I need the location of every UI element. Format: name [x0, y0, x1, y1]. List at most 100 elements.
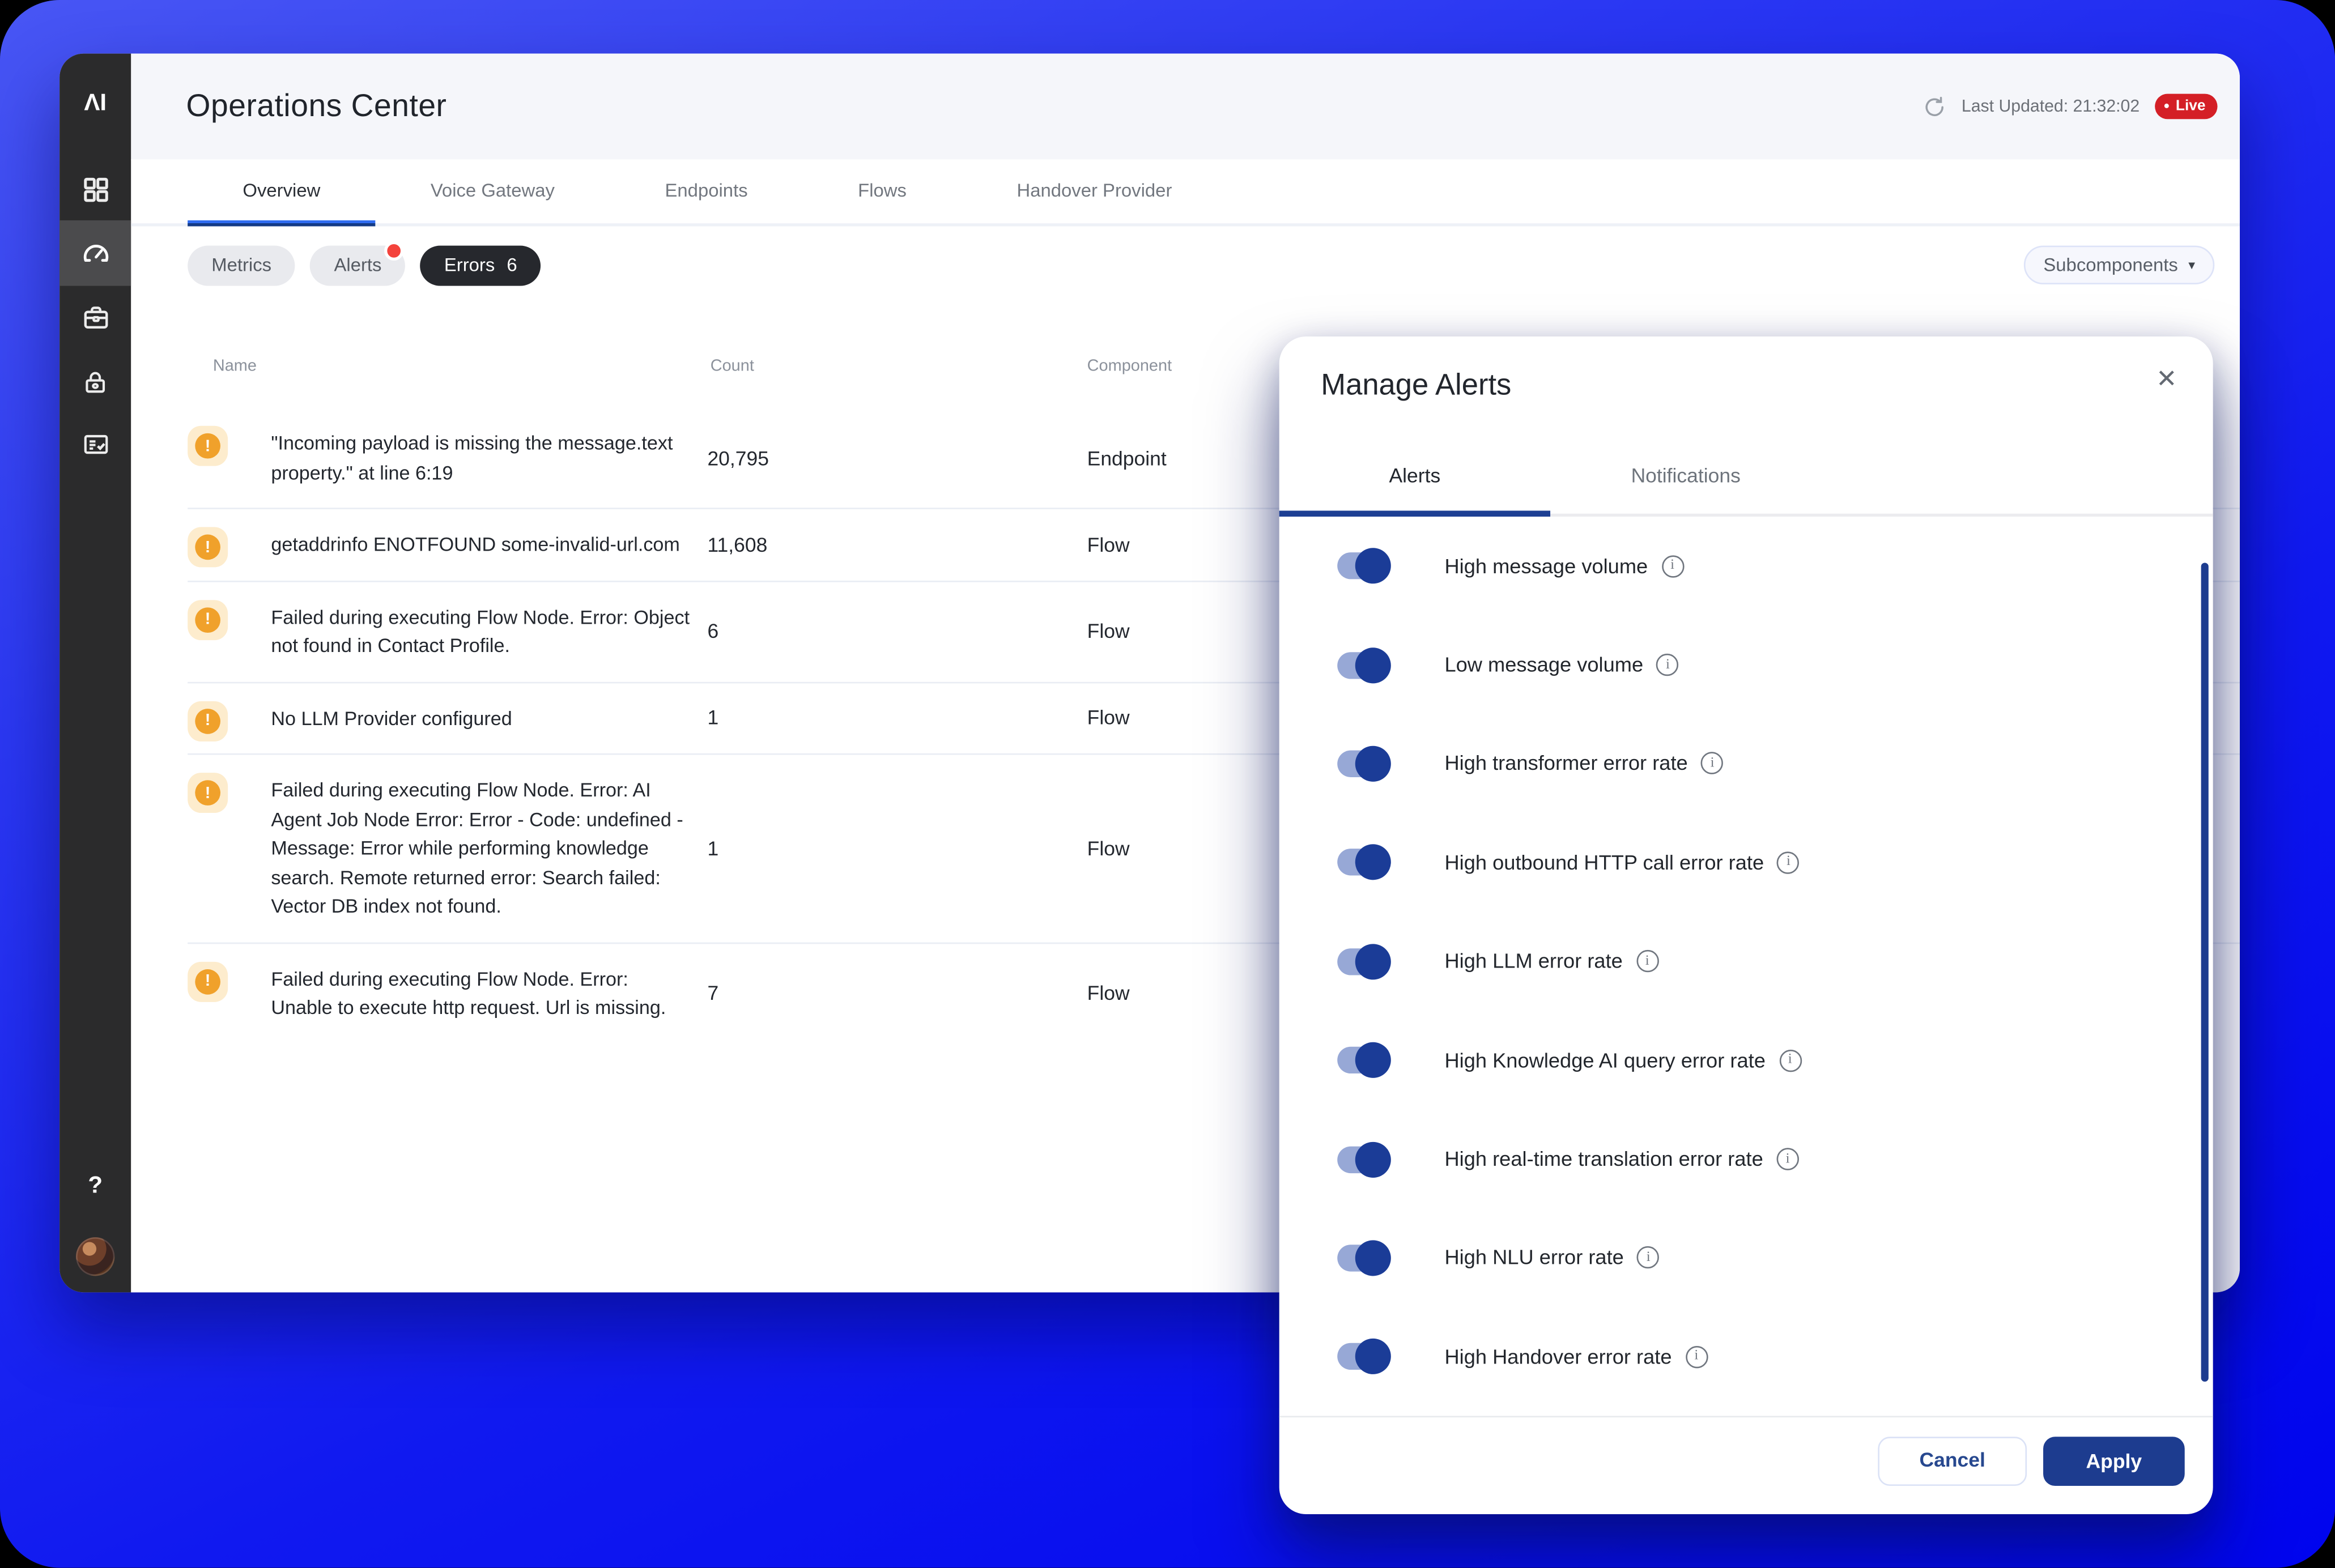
info-icon[interactable]: i [1636, 950, 1658, 973]
manage-alerts-modal: Manage Alerts ✕ Alerts Notifications High… [1279, 336, 2213, 1514]
topbar: Operations Center Last Updated: 21:32:02… [131, 53, 2240, 161]
alert-toggle[interactable] [1337, 845, 1391, 881]
error-name: "Incoming payload is missing the message… [271, 432, 673, 483]
toggle-knob [1355, 1240, 1391, 1276]
error-name: Failed during executing Flow Node. Error… [271, 605, 690, 657]
chip-label: Errors [444, 254, 495, 276]
column-header-count: Count [710, 357, 754, 376]
alert-row-high-knowledge-ai-query-error-rate: High Knowledge AI query error rate i [1279, 1011, 2213, 1109]
chip-count-badge: 6 [507, 254, 517, 276]
nav-tab-overview[interactable]: Overview [188, 159, 376, 227]
table-row[interactable]: ! "Incoming payload is missing the messag… [188, 408, 2240, 509]
alert-label: High real-time translation error rate [1444, 1148, 1763, 1170]
info-icon[interactable]: i [1685, 1345, 1708, 1368]
warning-icon: ! [188, 961, 228, 1002]
errors-table: Name Count Component ! "Incoming payload … [188, 227, 2240, 1293]
chip-label: Alerts [334, 254, 382, 276]
info-icon[interactable]: i [1656, 654, 1679, 676]
error-count: 1 [707, 837, 719, 860]
alert-row-high-outbound-http-call-error-rate: High outbound HTTP call error rate i [1279, 813, 2213, 912]
chip-errors[interactable]: Errors 6 [420, 245, 541, 286]
subcomponents-dropdown[interactable]: Subcomponents ▾ [2024, 245, 2215, 285]
toggle-knob [1355, 1042, 1391, 1079]
error-count: 7 [707, 982, 719, 1004]
alert-toggle[interactable] [1337, 548, 1391, 584]
info-icon[interactable]: i [1661, 555, 1684, 577]
alert-row-high-real-time-translation-error-rate: High real-time translation error rate i [1279, 1110, 2213, 1208]
warning-icon: ! [188, 773, 228, 813]
error-name: Failed during executing Flow Node. Error… [271, 967, 666, 1019]
warning-bang-glyph: ! [195, 968, 220, 994]
sidebar-item-dashboard[interactable] [59, 156, 131, 222]
apply-button[interactable]: Apply [2043, 1437, 2185, 1486]
nav-tab-flows[interactable]: Flows [858, 180, 907, 201]
modal-tab-alerts[interactable]: Alerts [1279, 441, 1551, 517]
alert-toggle[interactable] [1337, 1141, 1391, 1177]
page-title: Operations Center [186, 88, 447, 123]
nav-tab-endpoints[interactable]: Endpoints [665, 180, 748, 201]
sidebar-item-logs[interactable] [59, 411, 131, 476]
chip-label: Metrics [211, 254, 272, 276]
error-component: Flow [1087, 706, 1130, 730]
table-row[interactable]: ! Failed during executing Flow Node. Erro… [188, 755, 2240, 944]
close-icon[interactable]: ✕ [2156, 364, 2177, 393]
warning-icon: ! [188, 599, 228, 640]
chip-alerts[interactable]: Alerts [310, 241, 406, 286]
alert-toggle[interactable] [1337, 1240, 1391, 1276]
info-icon[interactable]: i [1776, 1148, 1799, 1170]
chevron-down-icon: ▾ [2188, 257, 2196, 272]
table-row[interactable]: ! getaddrinfo ENOTFOUND some-invalid-url.… [188, 509, 2240, 582]
alert-label: High message volume [1444, 555, 1648, 577]
chip-metrics[interactable]: Metrics [188, 245, 296, 286]
error-component: Endpoint [1087, 446, 1167, 469]
toggle-knob [1355, 1141, 1391, 1177]
error-count: 11,608 [707, 533, 768, 556]
alert-toggle[interactable] [1337, 1339, 1391, 1375]
user-avatar[interactable] [76, 1237, 115, 1276]
nav-tabs: Overview Voice Gateway Endpoints Flows Hando… [131, 159, 2240, 227]
sidebar-item-operations[interactable] [59, 220, 131, 286]
dashboard-grid-icon [81, 175, 109, 203]
filter-chips: Metrics Alerts Errors 6 [188, 241, 541, 286]
alert-label: High LLM error rate [1444, 950, 1623, 973]
info-icon[interactable]: i [1779, 1049, 1801, 1072]
lock-icon [82, 369, 109, 396]
alert-toggle[interactable] [1337, 943, 1391, 979]
alert-toggle-list: High message volume i Low message volume i H… [1279, 517, 2213, 1407]
column-header-component: Component [1087, 357, 1172, 376]
alert-label: High Knowledge AI query error rate [1444, 1049, 1766, 1072]
table-row[interactable]: ! Failed during executing Flow Node. Erro… [188, 581, 2240, 683]
table-row[interactable]: ! No LLM Provider configured 1 Flow [188, 683, 2240, 755]
warning-icon: ! [188, 527, 228, 568]
error-name: Failed during executing Flow Node. Error… [271, 778, 683, 918]
nav-tab-handover-provider[interactable]: Handover Provider [1016, 180, 1172, 201]
help-button[interactable]: ? [88, 1173, 103, 1199]
alert-row-high-message-volume: High message volume i [1279, 517, 2213, 615]
warning-bang-glyph: ! [195, 433, 220, 459]
alert-row-high-transformer-error-rate: High transformer error rate i [1279, 714, 2213, 813]
info-icon[interactable]: i [1637, 1246, 1660, 1269]
alert-toggle[interactable] [1337, 1042, 1391, 1079]
warning-icon: ! [188, 425, 228, 466]
info-icon[interactable]: i [1701, 752, 1724, 775]
alert-label: High outbound HTTP call error rate [1444, 851, 1764, 874]
sidebar-item-toolbox[interactable] [59, 284, 131, 350]
error-count: 6 [707, 620, 719, 643]
table-row[interactable]: ! Failed during executing Flow Node. Erro… [188, 943, 2240, 1043]
toggle-knob [1355, 943, 1391, 979]
alert-label: High transformer error rate [1444, 752, 1688, 775]
alert-toggle[interactable] [1337, 647, 1391, 683]
modal-scrollbar[interactable] [2201, 563, 2209, 1382]
alert-toggle[interactable] [1337, 745, 1391, 782]
cancel-button[interactable]: Cancel [1878, 1437, 2027, 1486]
live-dot-icon: ● [2163, 101, 2170, 112]
column-header-name: Name [212, 357, 257, 376]
sidebar-item-security[interactable] [59, 350, 131, 416]
modal-footer: Cancel Apply [1279, 1416, 2213, 1514]
gauge-icon [80, 237, 111, 269]
modal-tab-notifications[interactable]: Notifications [1631, 465, 1741, 487]
info-icon[interactable]: i [1777, 851, 1800, 874]
refresh-icon[interactable] [1923, 95, 1947, 118]
nav-tab-voice-gateway[interactable]: Voice Gateway [430, 180, 555, 201]
